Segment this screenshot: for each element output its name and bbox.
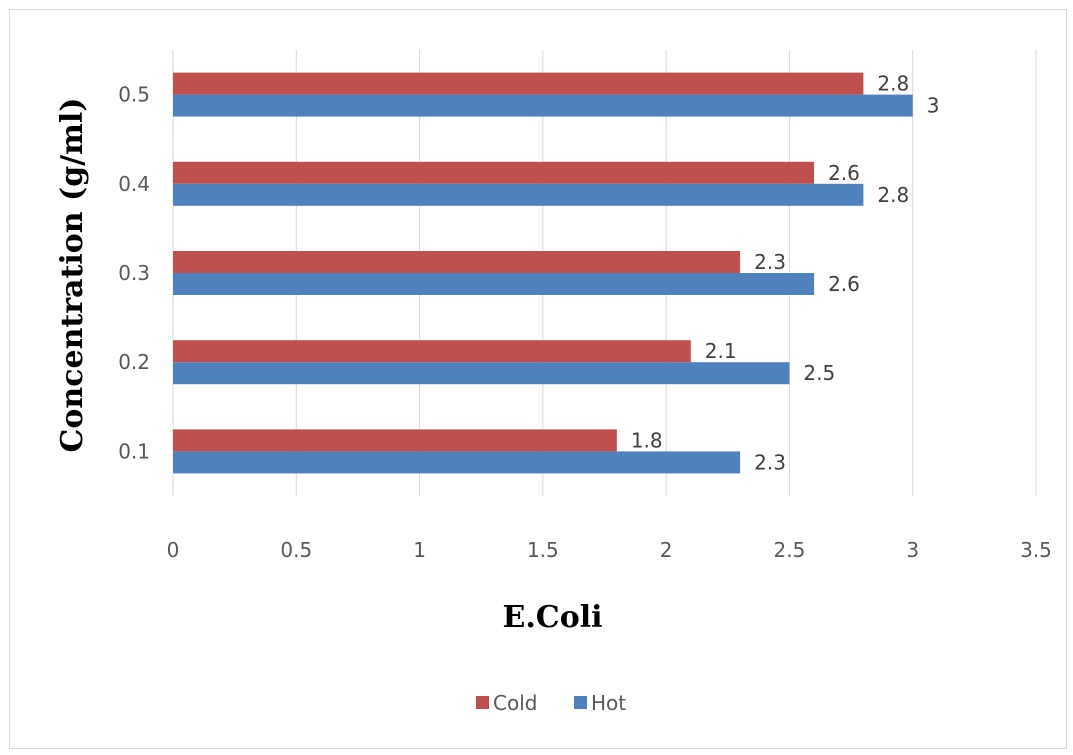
bar-cold (173, 72, 864, 95)
legend-label-cold: Cold (493, 691, 537, 715)
bar-cold (173, 429, 617, 452)
data-label-cold: 1.8 (631, 428, 663, 452)
chart-frame: 1.8 2.3 2.1 2.5 2.3 2.6 2.6 2.8 2.8 3 0 0.5 1 1.5 2 2.… (9, 9, 1067, 749)
data-label-cold: 2.8 (877, 72, 909, 96)
data-label-hot: 2.6 (828, 272, 860, 296)
legend-label-hot: Hot (591, 691, 626, 715)
y-tick-label: 0.1 (118, 439, 150, 463)
bar-hot (173, 451, 741, 474)
x-tick-label: 1 (413, 538, 426, 562)
y-tick-label: 0.5 (118, 83, 150, 107)
bars (173, 72, 913, 474)
bar-hot (173, 183, 864, 206)
bar-cold (173, 161, 815, 184)
legend: Cold Hot (476, 691, 626, 715)
bar-hot (173, 94, 913, 117)
y-tick-label: 0.3 (118, 261, 150, 285)
bar-chart: 1.8 2.3 2.1 2.5 2.3 2.6 2.6 2.8 2.8 3 0 0.5 1 1.5 2 2.… (55, 50, 1052, 715)
data-label-hot: 2.3 (754, 450, 786, 474)
x-axis-title: E.Coli (503, 600, 603, 635)
x-tick-label: 2 (660, 538, 673, 562)
data-label-cold: 2.1 (705, 339, 737, 363)
bar-cold (173, 251, 741, 273)
data-label-cold: 2.6 (828, 161, 860, 185)
x-tick-label: 2.5 (774, 538, 806, 562)
data-label-hot: 3 (927, 94, 940, 118)
y-axis-title: Concentration (g/ml) (55, 98, 90, 453)
bar-hot (173, 362, 790, 385)
data-label-hot: 2.8 (877, 183, 909, 207)
bar-cold (173, 340, 691, 363)
data-label-hot: 2.5 (803, 361, 835, 385)
x-tick-label: 0 (167, 538, 180, 562)
legend-swatch-hot (574, 696, 587, 709)
bar-hot (173, 273, 815, 295)
data-labels: 1.8 2.3 2.1 2.5 2.3 2.6 2.6 2.8 2.8 3 (631, 72, 940, 475)
x-tick-label: 1.5 (527, 538, 559, 562)
x-tick-label: 3.5 (1020, 538, 1052, 562)
y-tick-label: 0.4 (118, 172, 150, 196)
x-tick-label: 0.5 (280, 538, 312, 562)
legend-swatch-cold (476, 696, 489, 709)
y-tick-label: 0.2 (118, 350, 150, 374)
x-tick-label: 3 (906, 538, 919, 562)
tick-labels: 0 0.5 1 1.5 2 2.5 3 3.5 0.1 0.2 0.3 0.4 0.5 (118, 83, 1052, 562)
data-label-cold: 2.3 (754, 250, 786, 274)
